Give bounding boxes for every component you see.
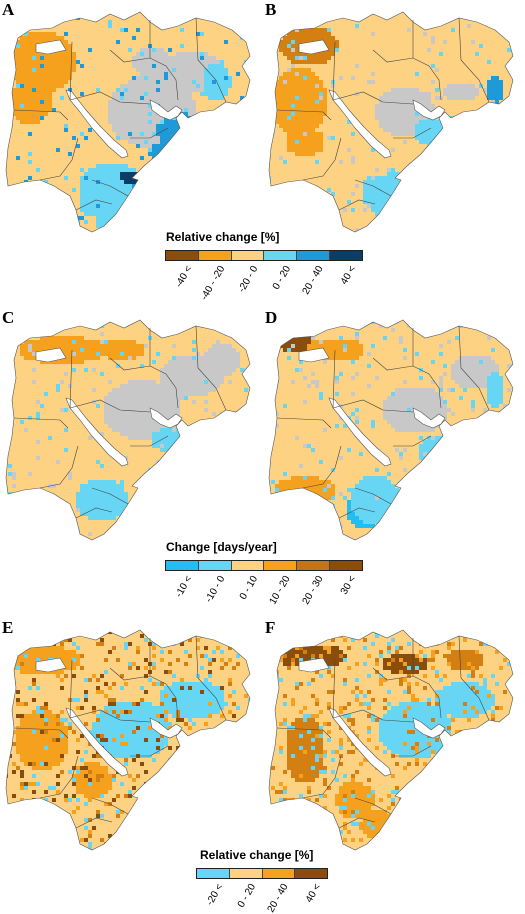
- legend-label: 40 <: [339, 264, 358, 287]
- legend-bar: [196, 868, 328, 879]
- legend-label: 0 - 20: [271, 264, 293, 292]
- legend-title: Relative change [%]: [200, 848, 313, 862]
- map-f: [263, 618, 525, 853]
- map-b: [263, 0, 525, 235]
- map-e: [0, 618, 262, 853]
- map-panel-a: A: [0, 0, 262, 235]
- legend-label: 30 <: [339, 574, 358, 597]
- legend-swatch: [197, 869, 229, 878]
- legend-swatch: [262, 869, 295, 878]
- panel-letter-b: B: [265, 0, 276, 20]
- map-panel-b: B: [263, 0, 525, 235]
- legend-bar: [165, 560, 363, 571]
- legend-swatch: [231, 251, 264, 260]
- legend-swatch: [229, 869, 262, 878]
- panel-letter-f: F: [265, 618, 275, 638]
- legend-swatch: [166, 251, 198, 260]
- panel-letter-e: E: [2, 618, 13, 638]
- map-cells: [263, 308, 525, 543]
- legend-swatch: [329, 561, 362, 570]
- map-d: [263, 308, 525, 543]
- legend-label: -20 - 0: [236, 264, 260, 295]
- legend-label: -10 <: [174, 574, 195, 599]
- legend-swatch: [198, 251, 231, 260]
- legend-change-days: Change [days/year] -10 < -10 - 0 0 - 10 10 …: [0, 538, 525, 608]
- legend-swatch: [263, 561, 296, 570]
- legend-label: -40 - -20: [199, 264, 227, 302]
- map-panel-c: C: [0, 308, 262, 543]
- legend-bar: [165, 250, 363, 261]
- legend-label: 10 - 20: [268, 574, 293, 606]
- map-cells: [0, 0, 262, 235]
- legend-swatch: [296, 561, 329, 570]
- legend-label: -20 <: [205, 882, 226, 907]
- panel-letter-d: D: [265, 308, 277, 328]
- legend-title: Relative change [%]: [166, 230, 279, 244]
- map-a: [0, 0, 262, 235]
- legend-swatch: [166, 561, 198, 570]
- legend-swatch: [296, 251, 329, 260]
- panel-letter-a: A: [2, 0, 14, 20]
- legend-swatch: [263, 251, 296, 260]
- map-cells: [263, 0, 525, 235]
- map-cells: [263, 618, 525, 853]
- legend-swatch: [198, 561, 231, 570]
- panel-letter-c: C: [2, 308, 14, 328]
- legend-label: 0 - 20: [236, 882, 258, 910]
- map-panel-f: F: [263, 618, 525, 853]
- legend-label: 40 <: [304, 882, 323, 905]
- map-c: [0, 308, 262, 543]
- map-panel-d: D: [263, 308, 525, 543]
- legend-swatch: [329, 251, 362, 260]
- legend-swatch: [294, 869, 327, 878]
- legend-label: -10 - 0: [204, 574, 228, 605]
- legend-label: 20 - 30: [300, 574, 325, 606]
- map-cells: [0, 308, 262, 543]
- legend-label: 20 - 40: [300, 264, 325, 296]
- map-panel-e: E: [0, 618, 262, 853]
- legend-swatch: [231, 561, 264, 570]
- legend-relative-change-top: Relative change [%] -40 <-40 - -20-20 - …: [0, 228, 525, 298]
- legend-label: 0 - 10: [238, 574, 260, 602]
- legend-label: 20 - 40: [266, 882, 291, 914]
- legend-label: -40 <: [174, 264, 195, 289]
- map-cells: [0, 618, 262, 853]
- legend-title: Change [days/year]: [166, 540, 277, 554]
